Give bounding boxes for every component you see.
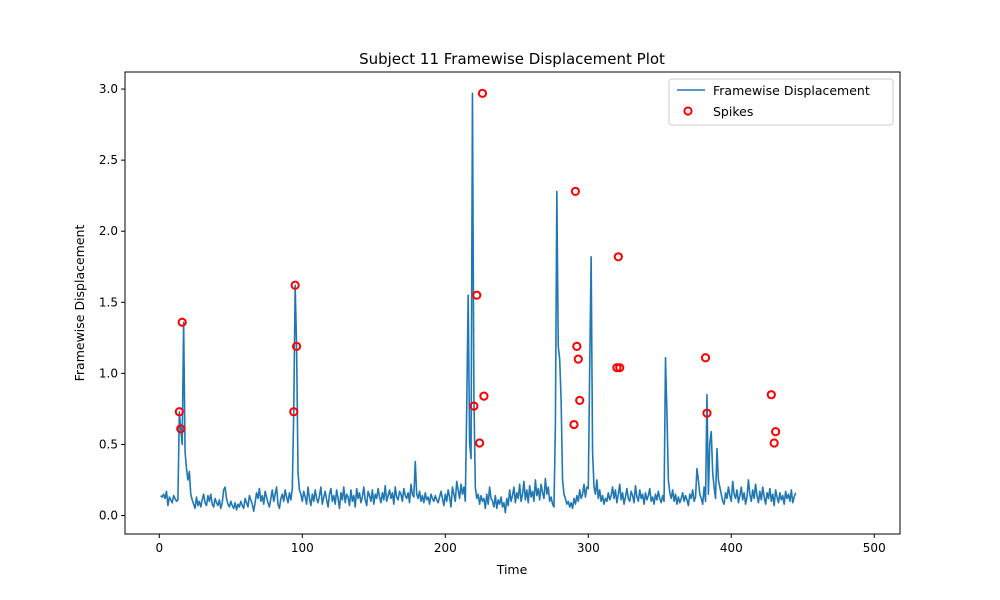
spike-point — [475, 438, 485, 448]
y-tick-label: 2.0 — [99, 224, 118, 238]
spike-point — [289, 407, 299, 417]
chart-title: Subject 11 Framewise Displacement Plot — [359, 50, 665, 68]
spike-point — [613, 252, 623, 262]
spike-point — [570, 186, 581, 197]
spike-point — [766, 390, 776, 400]
x-tick-label: 500 — [863, 541, 886, 555]
spike-point — [177, 317, 187, 327]
spike-point — [290, 280, 300, 290]
y-tick-label: 2.5 — [99, 153, 118, 167]
y-tick-label: 0.5 — [99, 437, 118, 451]
spike-point — [469, 401, 479, 411]
spike-point — [176, 424, 186, 434]
legend: Framewise Displacement Spikes — [668, 78, 894, 126]
spike-point — [702, 408, 712, 418]
y-tick-label: 3.0 — [99, 82, 118, 96]
x-tick-label: 100 — [291, 541, 314, 555]
spike-point — [291, 341, 302, 351]
x-tick-label: 0 — [155, 541, 163, 555]
spike-point — [569, 419, 579, 430]
legend-label-framewise-displacement: Framewise Displacement — [713, 83, 870, 98]
spike-point — [479, 391, 489, 401]
y-tick-label: 1.5 — [99, 295, 118, 309]
legend-box — [668, 78, 894, 126]
plot-area — [124, 71, 901, 535]
x-axis-label: Time — [496, 562, 528, 577]
legend-label-spikes: Spikes — [713, 104, 753, 119]
spike-point — [477, 88, 488, 98]
spike-point — [575, 395, 585, 405]
legend-spike-swatch — [683, 106, 693, 116]
x-tick-label: 300 — [577, 541, 600, 555]
spike-point — [615, 363, 625, 373]
y-tick-label: 0.0 — [99, 509, 118, 523]
spike-point — [573, 354, 583, 364]
series-layer — [160, 92, 797, 514]
x-axis-ticks: 0 100 200 300 400 500 — [155, 534, 886, 555]
y-axis-label: Framewise Displacement — [72, 225, 87, 382]
spike-point — [700, 353, 711, 363]
spike-point — [770, 427, 781, 437]
spike-point — [174, 407, 184, 417]
spike-point — [572, 341, 582, 351]
plot-frame — [124, 71, 901, 535]
y-tick-label: 1.0 — [99, 366, 118, 380]
spike-point — [472, 290, 482, 300]
y-axis-ticks: 0.0 0.5 1.0 1.5 2.0 2.5 3.0 — [99, 82, 125, 523]
x-tick-label: 200 — [434, 541, 457, 555]
spike-layer — [174, 88, 781, 448]
spike-point — [769, 438, 779, 448]
x-tick-label: 400 — [720, 541, 743, 555]
series-line-framewise-displacement — [160, 92, 797, 514]
